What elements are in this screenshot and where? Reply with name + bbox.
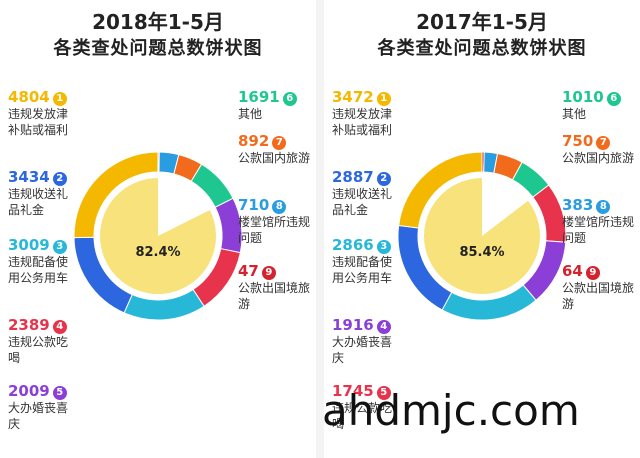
rank-badge: 2: [376, 172, 391, 186]
legend-label: 违规公款吃喝: [8, 335, 69, 365]
rank-badge: 3: [52, 240, 67, 254]
legend-label: 公款国内旅游: [238, 151, 311, 165]
legend-value: 710: [238, 196, 270, 214]
legend-item-5: 2009 5 大办婚丧喜庆: [8, 382, 76, 432]
legend-item-2: 3434 2 违规收送礼品礼金: [8, 168, 76, 218]
rank-badge: 3: [376, 240, 391, 254]
legend-value: 2887: [332, 168, 374, 186]
legend-label: 公款出国境旅游: [238, 281, 311, 311]
legend-label: 违规公款吃喝: [332, 401, 393, 431]
rank-badge: 5: [52, 386, 67, 400]
rank-badge: 5: [376, 386, 391, 400]
legend-value: 64: [562, 262, 583, 280]
legend-label: 违规发放津补贴或福利: [8, 107, 69, 137]
rank-badge: 9: [585, 266, 600, 280]
legend-value: 3434: [8, 168, 50, 186]
donut-chart: 82.4%: [73, 151, 243, 321]
rank-badge: 2: [52, 172, 67, 186]
legend-value: 3472: [332, 88, 374, 106]
legend-value: 47: [238, 262, 259, 280]
legend-item-1: 3472 1 违规发放津补贴或福利: [332, 88, 400, 138]
donut-segment-1: [398, 151, 483, 229]
legend-item-9: 64 9 公款出国境旅游: [562, 262, 636, 312]
legend-label: 其他: [562, 107, 587, 121]
legend-value: 3009: [8, 236, 50, 254]
donut-segment-1: [73, 151, 159, 239]
chart-panel-2018: 2018年1-5月 各类查处问题总数饼状图 82.4% 4804 1 违规发放津补贴…: [0, 0, 316, 458]
legend-value: 1916: [332, 316, 374, 334]
legend-item-6: 1010 6 其他: [562, 88, 636, 123]
legend-item-6: 1691 6 其他: [238, 88, 312, 123]
legend-label: 大办婚丧喜庆: [332, 335, 393, 365]
legend-item-2: 2887 2 违规收送礼品礼金: [332, 168, 400, 218]
rank-badge: 9: [261, 266, 276, 280]
legend-value: 4804: [8, 88, 50, 106]
legend-label: 违规发放津补贴或福利: [332, 107, 393, 137]
chart-subtitle: 各类查处问题总数饼状图: [53, 38, 263, 59]
watermark: ahdmjc.com: [322, 386, 580, 435]
legend-label: 楼堂馆所违规问题: [238, 215, 311, 245]
legend-label: 大办婚丧喜庆: [8, 401, 69, 431]
legend-value: 2866: [332, 236, 374, 254]
rank-badge: 8: [272, 200, 287, 214]
legend-value: 750: [562, 132, 594, 150]
legend-value: 383: [562, 196, 594, 214]
legend-label: 公款国内旅游: [562, 151, 635, 165]
legend-item-4: 1916 4 大办婚丧喜庆: [332, 316, 400, 366]
legend-item-7: 892 7 公款国内旅游: [238, 132, 312, 167]
legend-value: 892: [238, 132, 270, 150]
rank-badge: 1: [376, 92, 391, 106]
rank-badge: 6: [282, 92, 297, 106]
chart-title: 2018年1-5月: [92, 10, 224, 34]
legend-value: 2009: [8, 382, 50, 400]
donut-segment-3: [123, 288, 205, 321]
rank-badge: 1: [52, 92, 67, 106]
inner-pie-share: [424, 178, 540, 294]
chart-subtitle: 各类查处问题总数饼状图: [377, 38, 587, 59]
rank-badge: 8: [596, 200, 611, 214]
chart-title: 2017年1-5月: [416, 10, 548, 34]
legend-value: 2389: [8, 316, 50, 334]
legend-item-4: 2389 4 违规公款吃喝: [8, 316, 76, 366]
rank-badge: 7: [272, 136, 287, 150]
legend-item-8: 383 8 楼堂馆所违规问题: [562, 196, 636, 246]
inner-pie-share: [100, 178, 216, 294]
center-percentage: 82.4%: [135, 245, 180, 260]
chart-panel-2017: 2017年1-5月 各类查处问题总数饼状图 85.4% 3472 1 违规发放津补贴…: [324, 0, 640, 458]
legend-label: 其他: [238, 107, 263, 121]
rank-badge: 6: [606, 92, 621, 106]
rank-badge: 7: [596, 136, 611, 150]
legend-value: 1691: [238, 88, 280, 106]
legend-item-1: 4804 1 违规发放津补贴或福利: [8, 88, 76, 138]
legend-label: 违规收送礼品礼金: [8, 187, 69, 217]
legend-label: 楼堂馆所违规问题: [562, 215, 635, 245]
legend-label: 公款出国境旅游: [562, 281, 635, 311]
rank-badge: 4: [376, 320, 391, 334]
legend-value: 1745: [332, 382, 374, 400]
legend-item-7: 750 7 公款国内旅游: [562, 132, 636, 167]
rank-badge: 4: [52, 320, 67, 334]
legend-item-9: 47 9 公款出国境旅游: [238, 262, 312, 312]
legend-label: 违规配备使用公务用车: [332, 255, 393, 285]
center-percentage: 85.4%: [459, 245, 504, 260]
legend-item-3: 2866 3 违规配备使用公务用车: [332, 236, 400, 286]
legend-item-8: 710 8 楼堂馆所违规问题: [238, 196, 312, 246]
donut-chart: 85.4%: [397, 151, 567, 321]
legend-label: 违规收送礼品礼金: [332, 187, 393, 217]
legend-value: 1010: [562, 88, 604, 106]
legend-label: 违规配备使用公务用车: [8, 255, 69, 285]
legend-item-5: 1745 5 违规公款吃喝: [332, 382, 400, 432]
legend-item-3: 3009 3 违规配备使用公务用车: [8, 236, 76, 286]
